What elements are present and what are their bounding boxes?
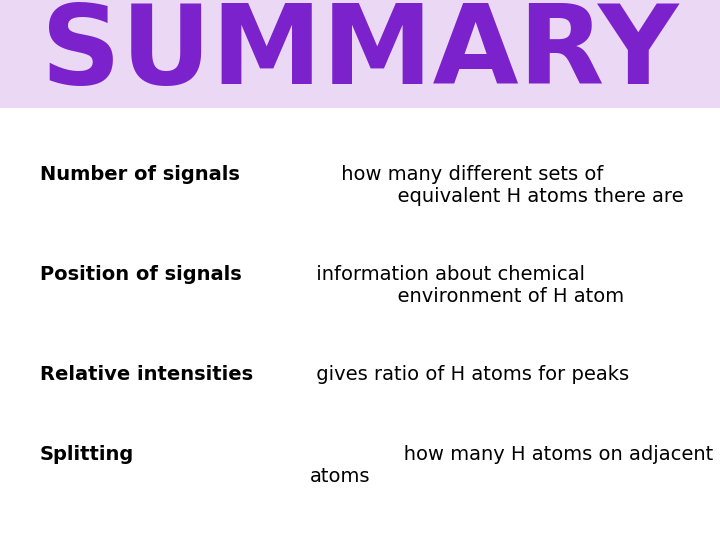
Text: Splitting: Splitting (40, 445, 134, 464)
Text: SUMMARY: SUMMARY (41, 1, 679, 107)
Text: Number of signals: Number of signals (40, 165, 240, 184)
Text: how many H atoms on adjacent C
atoms: how many H atoms on adjacent C atoms (310, 445, 720, 486)
Text: Position of signals: Position of signals (40, 265, 242, 284)
Text: Relative intensities: Relative intensities (40, 365, 253, 384)
Bar (0, 0, 720, 108)
Text: information about chemical
              environment of H atom: information about chemical environment o… (310, 265, 624, 306)
Text: how many different sets of
              equivalent H atoms there are: how many different sets of equivalent H … (310, 165, 683, 206)
Text: gives ratio of H atoms for peaks: gives ratio of H atoms for peaks (310, 365, 629, 384)
